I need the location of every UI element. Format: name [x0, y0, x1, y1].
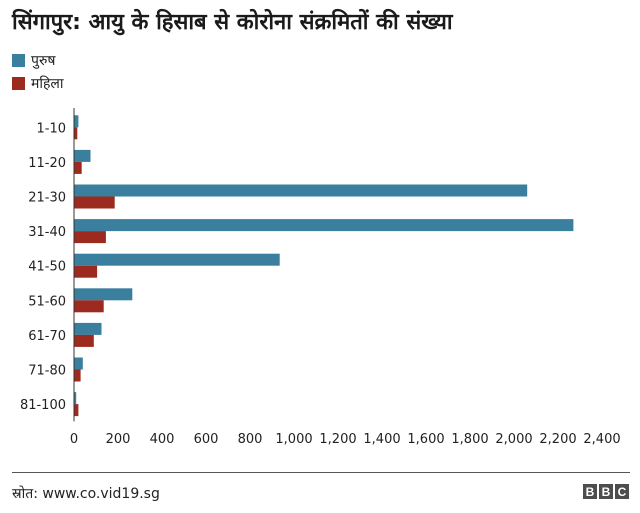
y-tick-label: 61-70: [28, 329, 66, 344]
y-tick-label: 1-10: [36, 121, 66, 136]
x-tick-label: 1,600: [407, 432, 444, 447]
bar-female: [74, 300, 104, 313]
y-tick-label: 21-30: [28, 191, 66, 206]
bar-male: [74, 149, 91, 162]
bbc-logo: B B C: [583, 484, 629, 499]
x-tick-label: 0: [70, 432, 78, 447]
source-text: स्रोत: www.co.vid19.sg: [12, 486, 160, 502]
x-tick-label: 1,000: [275, 432, 312, 447]
y-tick-label: 51-60: [28, 294, 66, 309]
bar-female: [74, 369, 81, 382]
bar-female: [74, 161, 82, 174]
bar-male: [74, 115, 79, 128]
x-tick-label: 2,400: [583, 432, 620, 447]
bar-male: [74, 392, 77, 405]
x-tick-label: 800: [238, 432, 263, 447]
y-tick-label: 31-40: [28, 225, 66, 240]
bar-female: [74, 404, 79, 417]
legend-label-female: महिला: [31, 75, 64, 92]
footer-divider: [12, 472, 630, 473]
bar-female: [74, 231, 106, 244]
y-tick-label: 11-20: [28, 156, 66, 171]
x-tick-label: 1,400: [363, 432, 400, 447]
bbc-logo-letter: B: [583, 484, 597, 499]
bar-male: [74, 219, 574, 232]
y-tick-label: 71-80: [28, 364, 66, 379]
y-tick-label: 41-50: [28, 260, 66, 275]
legend-swatch-male: [12, 53, 25, 67]
y-tick-label: 81-100: [20, 398, 66, 413]
legend-item-male: पुरुष: [12, 50, 64, 70]
bbc-logo-letter: B: [599, 484, 613, 499]
legend-swatch-female: [12, 76, 25, 90]
bar-male: [74, 253, 280, 266]
bbc-logo-letter: C: [615, 484, 629, 499]
x-tick-label: 2,200: [539, 432, 576, 447]
x-tick-label: 400: [150, 432, 175, 447]
legend-item-female: महिला: [12, 73, 64, 93]
bar-chart: 1-10 11-20 21-30 31-40 41-50 51-60 61-70 71-80 8…: [20, 108, 621, 447]
bar-male: [74, 322, 102, 335]
x-tick-label: 1,200: [319, 432, 356, 447]
legend-label-male: पुरुष: [31, 52, 56, 69]
bar-female: [74, 334, 94, 347]
x-tick-label: 600: [194, 432, 219, 447]
bar-male: [74, 357, 83, 370]
x-tick-label: 2,000: [495, 432, 532, 447]
bar-female: [74, 196, 115, 209]
legend: पुरुष महिला: [12, 50, 64, 96]
bar-female: [74, 127, 78, 140]
chart-title: सिंगापुर: आयु के हिसाब से कोरोना संक्रमि…: [12, 10, 453, 35]
x-tick-label: 200: [106, 432, 131, 447]
bar-male: [74, 184, 528, 197]
x-tick-label: 1,800: [451, 432, 488, 447]
bar-male: [74, 288, 133, 301]
bar-female: [74, 265, 98, 278]
